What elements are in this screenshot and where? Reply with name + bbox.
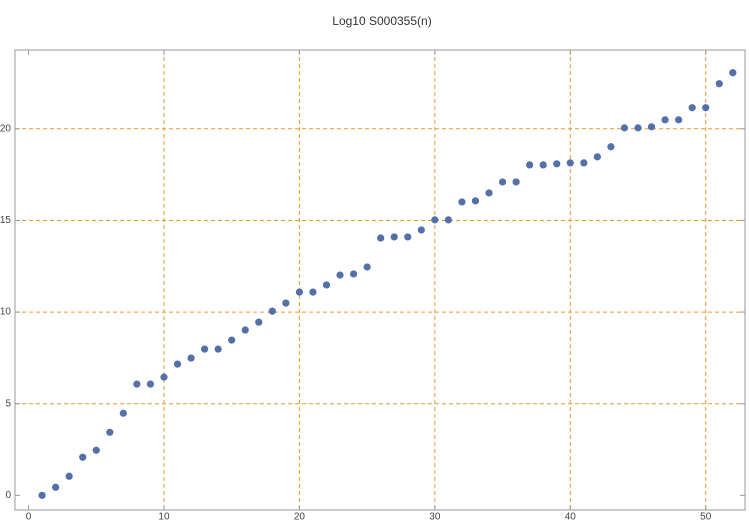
point — [539, 161, 547, 169]
point — [688, 104, 696, 112]
x-tick-label: 50 — [700, 512, 712, 521]
point — [119, 409, 127, 417]
y-tick-label: 20 — [0, 123, 11, 134]
point — [620, 124, 629, 132]
point — [92, 446, 100, 454]
x-tick-label: 40 — [565, 512, 577, 521]
chart-title: Log10 S000355(n) — [332, 14, 431, 28]
point — [349, 270, 358, 278]
point — [295, 288, 304, 296]
point — [715, 80, 723, 88]
point — [498, 178, 507, 186]
y-tick-label: 10 — [0, 307, 11, 318]
x-tick-label: 30 — [429, 512, 441, 521]
point — [553, 160, 561, 168]
point — [79, 453, 87, 461]
point — [173, 360, 182, 368]
point — [268, 307, 276, 315]
point — [593, 153, 601, 161]
x-tick-label: 10 — [158, 512, 170, 521]
x-tick-label: 0 — [26, 512, 32, 521]
point — [133, 380, 141, 388]
y-tick-label: 0 — [5, 490, 11, 501]
point — [377, 234, 385, 242]
point — [228, 336, 236, 344]
y-tick-label: 5 — [5, 398, 11, 409]
point — [661, 116, 669, 124]
point — [634, 124, 642, 132]
point — [52, 483, 60, 491]
x-tick-label: 20 — [294, 512, 306, 521]
point — [255, 318, 263, 326]
point — [146, 380, 155, 388]
point — [65, 472, 73, 480]
point — [444, 216, 452, 224]
point — [512, 178, 520, 186]
point — [404, 233, 412, 241]
point — [417, 226, 425, 234]
point — [702, 104, 710, 112]
point — [187, 354, 195, 362]
point — [526, 161, 534, 169]
point — [471, 197, 480, 205]
point — [38, 491, 46, 499]
point — [647, 123, 656, 131]
point — [580, 159, 588, 167]
point — [431, 216, 439, 224]
point — [106, 428, 114, 436]
point — [336, 271, 344, 279]
point — [282, 299, 290, 307]
point — [675, 116, 683, 124]
point — [607, 143, 615, 151]
point — [458, 198, 466, 206]
point — [309, 288, 317, 296]
y-tick-label: 15 — [0, 215, 11, 226]
plot-frame — [14, 49, 746, 511]
point — [241, 326, 249, 334]
point — [729, 69, 737, 77]
point — [485, 189, 493, 197]
point — [363, 263, 371, 271]
point — [322, 281, 331, 289]
point — [160, 373, 168, 381]
point — [214, 345, 222, 353]
point — [566, 159, 574, 167]
point — [390, 233, 398, 241]
point — [201, 345, 209, 353]
